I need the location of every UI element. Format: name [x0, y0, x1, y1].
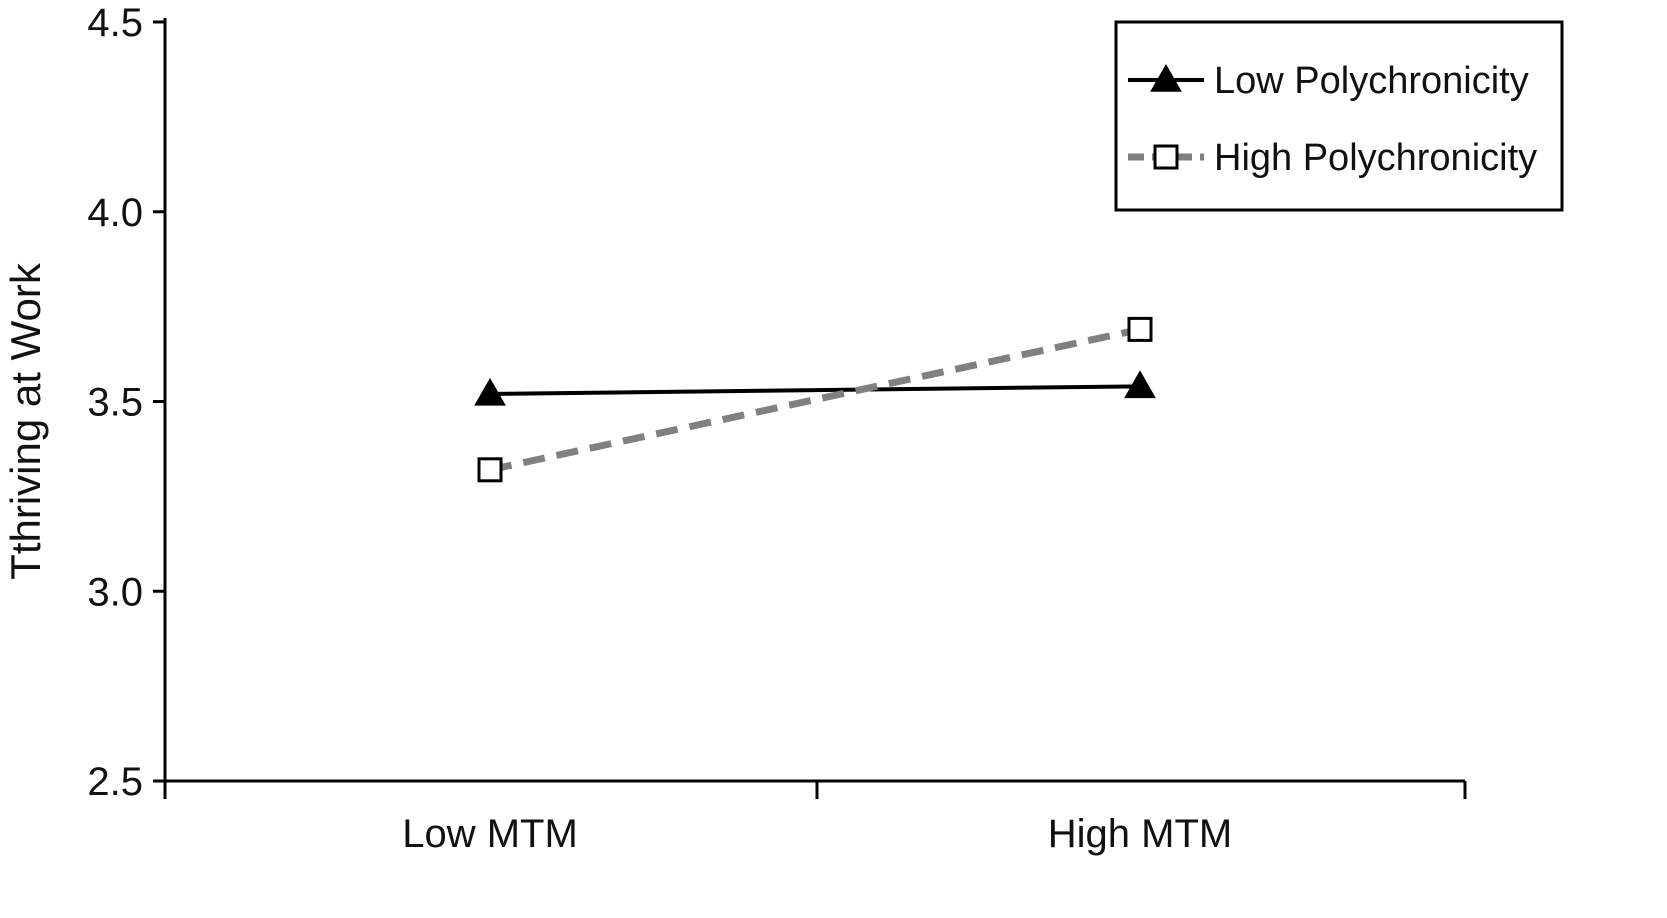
legend-box: [1114, 20, 1564, 212]
series-line: [489, 325, 1141, 474]
y-tick-label: 3.5: [87, 381, 143, 425]
series-1: [474, 370, 1156, 406]
series-line: [489, 384, 1141, 396]
data-point: [1124, 370, 1156, 399]
y-tick-label: 4.5: [87, 1, 143, 45]
series-lines: [474, 316, 1156, 483]
axes: [153, 18, 1467, 799]
legend-label: Low Polychronicity: [1214, 60, 1529, 102]
series-2: [477, 316, 1153, 483]
legend-marker: [1153, 144, 1179, 170]
y-tick-label: 3.0: [87, 570, 143, 614]
x-tick-label: Low MTM: [402, 812, 578, 856]
x-tick-label: High MTM: [1048, 812, 1232, 856]
y-axis-title: Tthriving at Work: [2, 262, 49, 580]
data-point: [474, 377, 506, 406]
tick-labels: 2.5 3.0 3.5 4.0 4.5 Low MTM High MTM: [87, 1, 1232, 856]
y-tick-label: 2.5: [87, 760, 143, 804]
data-point: [477, 457, 503, 483]
legend-marker: [1150, 63, 1182, 92]
y-tick-label: 4.0: [87, 191, 143, 235]
legend-label: High Polychronicity: [1214, 137, 1537, 179]
legend: Low Polychronicity High Polychronicity: [1114, 20, 1564, 212]
data-point: [1127, 316, 1153, 342]
